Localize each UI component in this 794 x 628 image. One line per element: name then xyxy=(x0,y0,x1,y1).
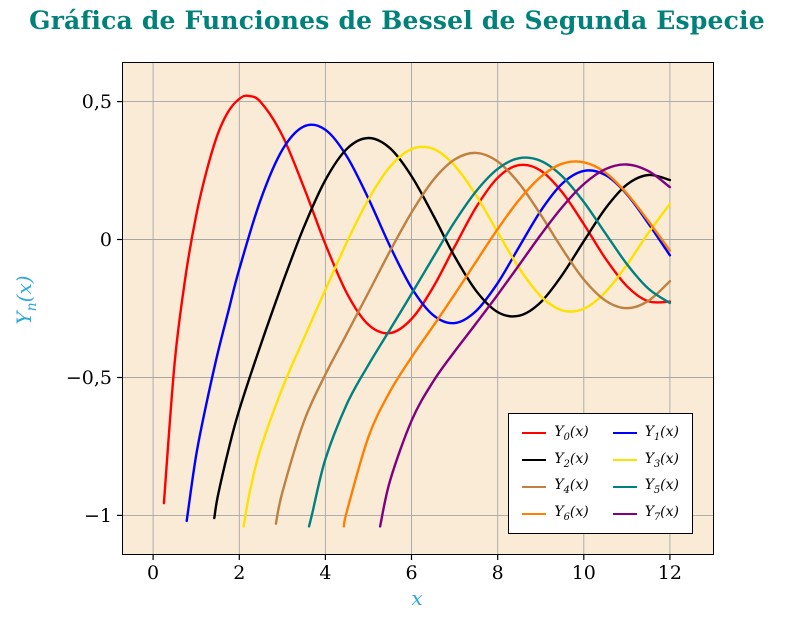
y-tick-label-0,5: 0,5 xyxy=(82,91,112,113)
legend-swatch-y1 xyxy=(612,432,637,435)
legend-label-y4: Y4(x) xyxy=(554,477,589,497)
x-tick-label-4: 4 xyxy=(319,562,331,584)
legend-swatch-y4 xyxy=(522,485,547,488)
curve-y4 xyxy=(274,151,672,525)
legend-swatch-y5 xyxy=(612,485,637,488)
plot-canvas: 0 2 4 6 8 10 12 0,5 0 −0,5 −1 xyxy=(66,63,713,584)
curve-y5 xyxy=(307,156,672,528)
legend-item-y6: Y6(x) xyxy=(522,504,589,523)
legend-swatch-y6 xyxy=(522,512,547,515)
y-axis-label: Yn(x) xyxy=(12,275,40,325)
y-tick-label-0: 0 xyxy=(100,229,112,251)
plot-area: 0 2 4 6 8 10 12 0,5 0 −0,5 −1 Y0(x) Y1(x) Y2(x) Y3(x)… xyxy=(66,62,714,584)
legend-label-y1: Y1(x) xyxy=(644,423,679,443)
legend-item-y5: Y5(x) xyxy=(612,477,679,497)
x-tick-label-2: 2 xyxy=(233,562,245,584)
curve-y7 xyxy=(378,163,672,528)
y-tick-label-−1: −1 xyxy=(84,505,112,527)
legend-item-y1: Y1(x) xyxy=(612,423,679,443)
legend-label-y7: Y7(x) xyxy=(644,504,679,523)
legend-item-y4: Y4(x) xyxy=(522,477,589,497)
legend-item-y2: Y2(x) xyxy=(522,450,589,470)
x-axis-label: x xyxy=(411,586,423,610)
curve-y6 xyxy=(342,160,672,528)
legend-swatch-y2 xyxy=(522,459,547,461)
legend-item-y0: Y0(x) xyxy=(522,423,589,443)
curve-y0 xyxy=(162,94,672,505)
legend-label-y6: Y6(x) xyxy=(554,504,589,523)
legend-item-y7: Y7(x) xyxy=(612,504,679,523)
legend-label-y0: Y0(x) xyxy=(554,423,589,443)
legend-swatch-y3 xyxy=(612,459,637,461)
legend-item-y3: Y3(x) xyxy=(612,450,679,470)
legend-label-y5: Y5(x) xyxy=(644,477,679,497)
chart-title: Gráfica de Funciones de Bessel de Segund… xyxy=(29,6,765,35)
curve-y1 xyxy=(185,123,672,523)
x-tick-label-6: 6 xyxy=(405,562,417,584)
legend-swatch-y0 xyxy=(522,432,547,435)
x-tick-label-0: 0 xyxy=(147,562,159,584)
x-tick-label-12: 12 xyxy=(658,562,682,584)
x-tick-label-10: 10 xyxy=(572,562,596,584)
curve-y3 xyxy=(242,145,672,528)
curve-y2 xyxy=(213,136,672,520)
legend-swatch-y7 xyxy=(612,512,637,515)
y-tick-label-−0,5: −0,5 xyxy=(66,367,112,389)
legend-label-y3: Y3(x) xyxy=(644,450,679,470)
legend-label-y2: Y2(x) xyxy=(554,450,589,470)
x-tick-label-8: 8 xyxy=(492,562,504,584)
legend: Y0(x) Y1(x) Y2(x) Y3(x) Y4(x) Y5(x) Y6(x) Y7(x) xyxy=(508,412,693,534)
curves-group xyxy=(162,94,672,528)
